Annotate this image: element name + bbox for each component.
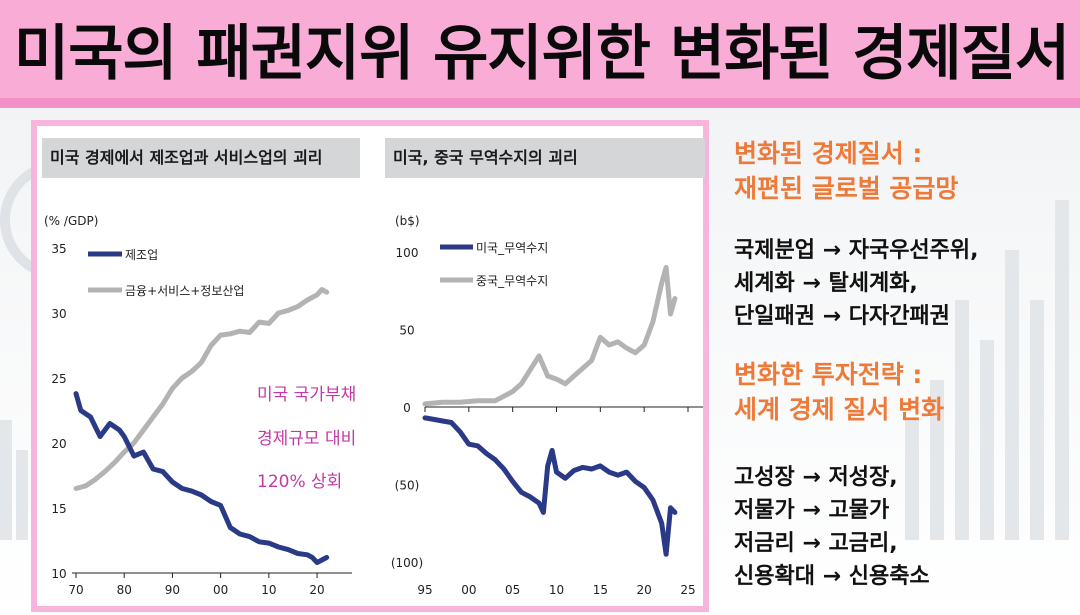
x-tick-label: 95 (417, 583, 432, 597)
x-tick-label: 70 (68, 583, 83, 597)
annotation-line-1: 미국 국가부채 (257, 385, 356, 405)
left-chart-plot: (% /GDP) 35 30 25 20 15 10 70 80 90 00 10 20 제조업 금… (44, 214, 356, 597)
section2-heading: 변화한 투자전략 : 세계 경제 질서 변화 (734, 357, 1074, 427)
x-tick-label: 80 (117, 583, 132, 597)
section2-heading-line: 세계 경제 질서 변화 (734, 395, 945, 424)
x-tick-label: 00 (461, 583, 476, 597)
y-tick-label: (50) (395, 479, 420, 493)
section1-heading-line: 재편된 글로벌 공급망 (734, 174, 959, 203)
x-tick-label: 10 (549, 583, 564, 597)
section1-list: 국제분업 → 자국우선주위, 세계화 → 탈세계화, 단일패권 → 다자간패권 (734, 234, 1074, 333)
legend-label-us: 미국_무역수지 (476, 241, 548, 255)
y-tick-label: 30 (51, 307, 66, 321)
left-chart-header: 미국 경제에서 제조업과 서비스업의 괴리 (42, 138, 360, 178)
section2-list: 고성장 → 저성장, 저물가 → 고물가 저금리 → 고금리, 신용확대 → 신… (734, 461, 1074, 593)
y-tick-label: 25 (51, 372, 66, 386)
left-legend: 제조업 금융+서비스+정보산업 (88, 248, 244, 298)
y-tick-label: 20 (51, 437, 66, 451)
legend-label-china: 중국_무역수지 (476, 274, 548, 288)
x-tick-label: 05 (505, 583, 520, 597)
list-item: 고성장 → 저성장, (734, 465, 898, 490)
legend-label-manufacturing: 제조업 (125, 248, 158, 262)
y-tick-label: 50 (399, 324, 414, 338)
annotation-line-3: 120% 상회 (257, 472, 342, 492)
x-tick-label: 00 (213, 583, 228, 597)
charts-frame: 미국 경제에서 제조업과 서비스업의 괴리 (% /GDP) 35 30 25 20 1… (31, 120, 709, 612)
national-debt-annotation: 미국 국가부채 경제규모 대비 120% 상회 (257, 385, 356, 492)
manufacturing-vs-services-chart: 미국 경제에서 제조업과 서비스업의 괴리 (% /GDP) 35 30 25 20 1… (42, 138, 360, 597)
y-tick-label: 10 (51, 567, 66, 581)
list-item: 세계화 → 탈세계화, (734, 271, 918, 296)
list-item: 신용확대 → 신용축소 (734, 564, 930, 589)
annotation-line-2: 경제규모 대비 (257, 429, 356, 449)
series-line-0 (73, 391, 330, 566)
y-tick-label: 100 (396, 246, 419, 260)
x-tick-label: 20 (309, 583, 324, 597)
page-title: 미국의 패권지위 유지위한 변화된 경제질서 (14, 19, 1070, 89)
title-bar: 미국의 패권지위 유지위한 변화된 경제질서 (0, 0, 1080, 108)
list-item: 국제분업 → 자국우선주위, (734, 238, 979, 263)
x-tick-label: 15 (593, 583, 608, 597)
list-item: 저금리 → 고금리, (734, 531, 898, 556)
right-legend: 미국_무역수지 중국_무역수지 (440, 241, 548, 288)
left-unit-label: (% /GDP) (44, 214, 98, 228)
series-line-0 (422, 415, 678, 557)
x-tick-label: 90 (165, 583, 180, 597)
right-chart-header: 미국, 중국 무역수지의 괴리 (385, 138, 705, 178)
section1-heading: 변화된 경제질서 : 재편된 글로벌 공급망 (734, 136, 1074, 206)
x-tick-label: 25 (680, 583, 695, 597)
commentary-column: 변화된 경제질서 : 재편된 글로벌 공급망 국제분업 → 자국우선주위, 세계… (734, 136, 1074, 593)
y-tick-label: 0 (403, 401, 411, 415)
section2-heading-line: 변화한 투자전략 : (734, 360, 923, 389)
y-tick-label: 15 (51, 502, 66, 516)
y-tick-label: (100) (391, 556, 423, 570)
list-item: 저물가 → 고물가 (734, 498, 890, 523)
series-line-1 (422, 265, 678, 407)
x-tick-label: 20 (637, 583, 652, 597)
x-tick-label: 10 (261, 583, 276, 597)
section1-heading-line: 변화된 경제질서 : (734, 139, 923, 168)
right-unit-label: (b$) (395, 214, 420, 228)
series-line-1 (73, 287, 330, 491)
list-item: 단일패권 → 다자간패권 (734, 304, 950, 329)
right-chart-plot: (b$) 100 50 0 (50) (100) 95 00 05 10 15 20 25 미국_무… (391, 214, 703, 597)
y-tick-label: 35 (51, 242, 66, 256)
legend-label-services: 금융+서비스+정보산업 (125, 284, 244, 298)
trade-balance-chart: 미국, 중국 무역수지의 괴리 (b$) 100 50 0 (50) (100) 95 0… (385, 138, 705, 597)
